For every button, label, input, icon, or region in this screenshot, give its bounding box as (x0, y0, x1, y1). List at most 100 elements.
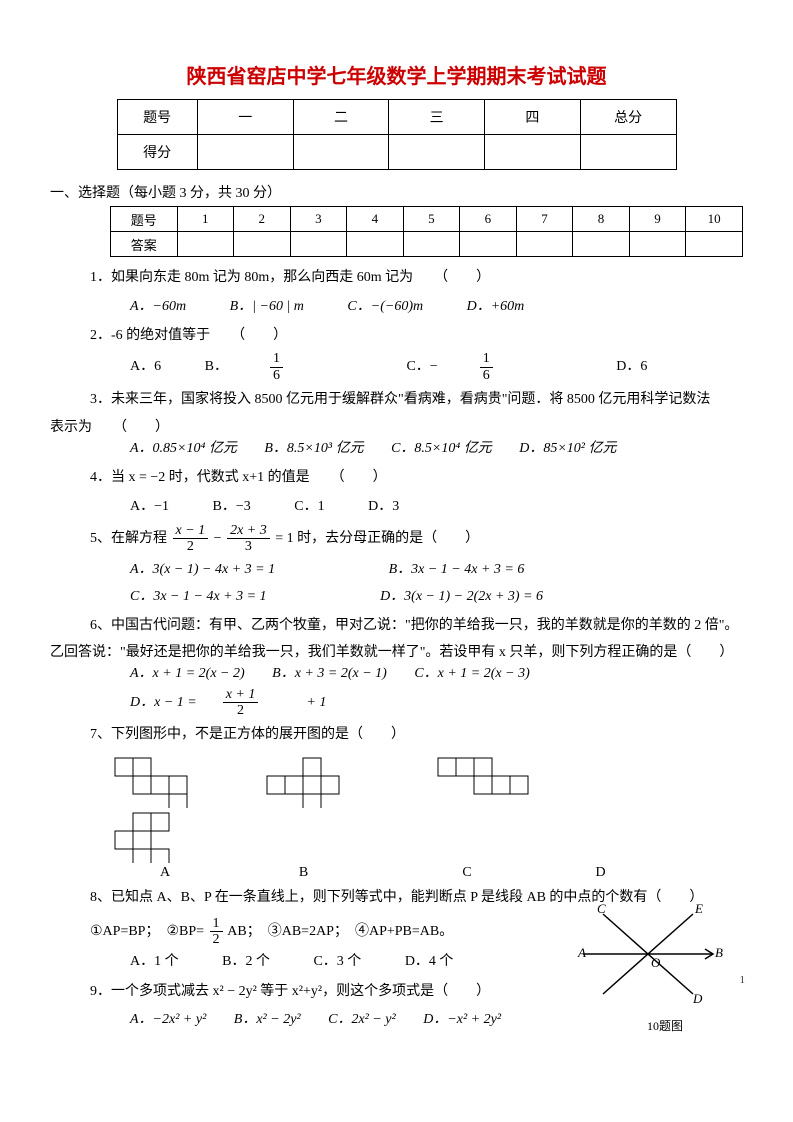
cell (686, 232, 743, 257)
cell: 10 (686, 207, 743, 232)
cell: 三 (389, 100, 485, 135)
cell (197, 135, 293, 170)
svg-text:C: C (597, 901, 606, 916)
question-4: 4．当 x = −2 时，代数式 x+1 的值是 （ ） (90, 465, 743, 492)
opt-c: C．3 个 (313, 949, 361, 974)
opt-c: C．8.5×10⁴ 亿元 (391, 436, 492, 461)
net-c-icon (433, 753, 563, 808)
opt-a: A．x + 1 = 2(x − 2) (130, 661, 245, 686)
svg-text:E: E (694, 901, 703, 916)
q5-options-cd: C．3x − 1 − 4x + 3 = 1 D．3(x − 1) − 2(2x … (130, 584, 743, 609)
question-7: 7、下列图形中，不是正方体的展开图的是（ ） (90, 722, 743, 749)
cell: 2 (234, 207, 291, 232)
cell (485, 135, 581, 170)
cell: 4 (347, 207, 404, 232)
opt-c: C．3x − 1 − 4x + 3 = 1 (130, 584, 267, 609)
cell: 题号 (111, 207, 178, 232)
cell: 9 (629, 207, 686, 232)
cell: 得分 (117, 135, 197, 170)
opt-b: B．8.5×10³ 亿元 (264, 436, 363, 461)
q5-options-ab: A．3(x − 1) − 4x + 3 = 1 B．3x − 1 − 4x + … (130, 557, 743, 582)
answer-table: 题号 1 2 3 4 5 6 7 8 9 10 答案 (110, 206, 743, 257)
opt-d: D．−x² + 2y² (423, 1007, 501, 1032)
cube-nets (110, 753, 743, 863)
opt-d: D．85×10² 亿元 (519, 436, 616, 461)
svg-text:D: D (692, 991, 703, 1006)
opt-d: D．3(x − 1) − 2(2x + 3) = 6 (380, 584, 543, 609)
cell (177, 232, 234, 257)
opt-b: B．2 个 (222, 949, 270, 974)
cell (629, 232, 686, 257)
cell (347, 232, 404, 257)
opt-a: A．0.85×10⁴ 亿元 (130, 436, 237, 461)
label-b: B (224, 865, 384, 881)
opt-b: B．3x − 1 − 4x + 3 = 6 (389, 557, 525, 582)
cell (293, 135, 389, 170)
net-d-icon (110, 808, 220, 863)
cell: 6 (460, 207, 517, 232)
cell: 二 (293, 100, 389, 135)
opt-b: B．16 (205, 351, 363, 383)
cell (290, 232, 347, 257)
opt-b: B．x + 3 = 2(x − 1) (272, 661, 387, 686)
cell (516, 232, 573, 257)
q6-options: A．x + 1 = 2(x − 2) B．x + 3 = 2(x − 1) C．… (130, 661, 743, 718)
cell: 7 (516, 207, 573, 232)
page-title: 陕西省窑店中学七年级数学上学期期末考试试题 (50, 60, 743, 89)
question-1: 1．如果向东走 80m 记为 80m，那么向西走 60m 记为 （ ） (90, 265, 743, 292)
opt-a: A．−1 (130, 494, 169, 519)
q2-options: A．6 B．16 C．−16 D．6 (130, 351, 743, 383)
q1-text: 1．如果向东走 80m 记为 80m，那么向西走 60m 记为 （ ） (90, 270, 490, 285)
question-3: 3．未来三年，国家将投入 8500 亿元用于缓解群众"看病难，看病贵"问题．将 … (90, 387, 743, 414)
label-a: A (110, 865, 220, 881)
opt-d: D．+60m (467, 294, 525, 319)
opt-c: C．x + 1 = 2(x − 3) (414, 661, 529, 686)
q4-options: A．−1 B．−3 C．1 D．3 (130, 494, 743, 519)
opt-c: C．2x² − y² (328, 1007, 396, 1032)
cell (580, 135, 676, 170)
cell (403, 232, 460, 257)
page-number: 1 (740, 974, 746, 986)
cell (389, 135, 485, 170)
q3-options: A．0.85×10⁴ 亿元 B．8.5×10³ 亿元 C．8.5×10⁴ 亿元 … (130, 436, 743, 461)
net-labels: A B C D (110, 865, 743, 881)
opt-b: B．| −60 | m (230, 294, 304, 319)
cell (460, 232, 517, 257)
cell: 3 (290, 207, 347, 232)
cell: 1 (177, 207, 234, 232)
cell: 8 (573, 207, 630, 232)
opt-a: A．−60m (130, 294, 186, 319)
opt-d: D．6 (616, 354, 647, 379)
net-b-icon (262, 753, 392, 808)
svg-text:O: O (651, 955, 661, 970)
label-d: D (551, 865, 651, 881)
q6-line2: 乙回答说："最好还是把你的羊给我一只，我们羊数就一样了"。若设甲有 x 只羊，则… (50, 641, 743, 661)
opt-a: A．3(x − 1) − 4x + 3 = 1 (130, 557, 275, 582)
opt-b: B．−3 (213, 494, 251, 519)
cell: 总分 (580, 100, 676, 135)
question-6: 6、中国古代问题：有甲、乙两个牧童，甲对乙说："把你的羊给我一只，我的羊数就是你… (90, 613, 743, 640)
cell (573, 232, 630, 257)
opt-d: D．4 个 (405, 949, 454, 974)
svg-text:B: B (715, 945, 723, 960)
opt-a: A．6 (130, 354, 161, 379)
figure-label: 10题图 (647, 1017, 683, 1034)
question-2: 2．-6 的绝对值等于 （ ） (90, 323, 743, 350)
q3-line2: 表示为 （ ） (50, 416, 743, 436)
net-a-icon (110, 753, 220, 808)
cell: 四 (485, 100, 581, 135)
opt-a: A．1 个 (130, 949, 179, 974)
cell: 答案 (111, 232, 178, 257)
svg-text:A: A (577, 945, 586, 960)
opt-a: A．−2x² + y² (130, 1007, 206, 1032)
opt-c: C．−16 (406, 351, 572, 383)
opt-b: B．x² − 2y² (234, 1007, 301, 1032)
cell: 5 (403, 207, 460, 232)
label-c: C (387, 865, 547, 881)
opt-d: D．3 (368, 494, 399, 519)
opt-d: D．x − 1 = x + 12 + 1 (130, 687, 350, 719)
question-5: 5、在解方程 x − 12 − 2x + 33 = 1 时，去分母正确的是（ ） (90, 523, 743, 555)
score-table: 题号 一 二 三 四 总分 得分 (117, 99, 677, 170)
star-diagram-icon: A B C D E O (573, 899, 723, 1009)
cell: 题号 (117, 100, 197, 135)
